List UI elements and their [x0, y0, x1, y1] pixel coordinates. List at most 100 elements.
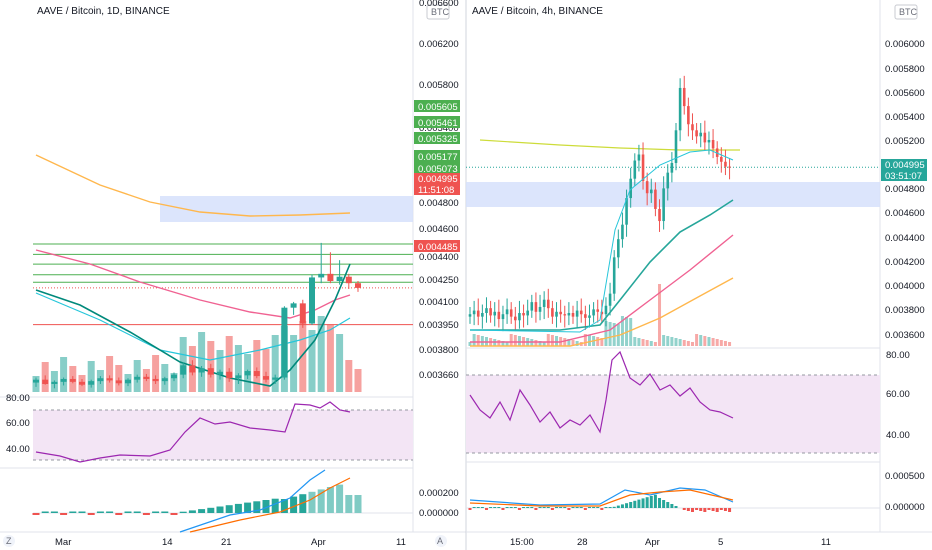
macd-histogram-bar [567, 508, 571, 510]
volume-bar [670, 337, 674, 346]
left-rsi-pane[interactable] [33, 401, 413, 463]
volume-bar [612, 323, 616, 346]
candle [546, 299, 550, 309]
volume-bar [715, 339, 719, 346]
timezone-icon[interactable] [3, 535, 15, 547]
auto-scale-icon[interactable] [435, 535, 447, 547]
right-price-tick: 0.004600 [885, 208, 925, 219]
left-chart-panel[interactable]: AAVE / Bitcoin, 1D, BINANCE BTC 0.006600… [0, 0, 466, 548]
volume-bar [600, 338, 604, 346]
candle [514, 316, 517, 321]
candle [226, 371, 233, 379]
macd-histogram-bar [682, 508, 686, 510]
left-macd-tick: 0.000000 [419, 508, 459, 519]
macd-histogram-bar [345, 495, 353, 513]
volume-bar [637, 338, 641, 346]
candle [637, 154, 641, 161]
candle [522, 313, 525, 316]
candle [584, 314, 587, 318]
level-tag [414, 100, 460, 112]
volume-bar [538, 341, 542, 346]
candle [707, 139, 711, 143]
candle [608, 293, 612, 306]
macd-histogram-bar [641, 498, 645, 508]
left-bottom-icon-text: Z [6, 536, 12, 546]
candle [106, 378, 113, 381]
macd-histogram-bar [715, 508, 719, 512]
right-macd-tick: 0.000500 [885, 471, 925, 482]
candle [263, 376, 269, 380]
macd-histogram-bar [542, 507, 546, 508]
macd-histogram-bar [587, 507, 591, 508]
macd-histogram-bar [509, 507, 513, 508]
right-price-tick: 0.004000 [885, 281, 925, 292]
candle [633, 160, 637, 179]
candle [493, 311, 497, 316]
candle [290, 303, 297, 308]
ma-mid-line [35, 249, 351, 319]
right-rsi-pane[interactable] [466, 350, 880, 454]
left-macd-pane[interactable] [32, 469, 414, 533]
level-tag-text: 0.004485 [418, 242, 458, 253]
macd-histogram-bar [225, 505, 233, 513]
countdown-text: 11:51:08 [418, 185, 454, 196]
macd-histogram-bar [707, 508, 711, 510]
level-tag-text: 0.005073 [418, 164, 458, 175]
candle [327, 273, 334, 282]
macd-histogram-bar [690, 508, 694, 512]
macd-histogram-bar [216, 506, 224, 513]
macd-histogram-bar [534, 508, 538, 510]
macd-histogram-bar [699, 508, 703, 511]
candle [687, 106, 690, 125]
candle [670, 162, 674, 173]
macd-histogram-bar [538, 507, 542, 508]
ma-mid-line [470, 234, 734, 343]
macd-histogram-bar [234, 503, 242, 513]
volume-bar [271, 335, 279, 392]
candle [253, 371, 260, 377]
right-macd-pane[interactable] [466, 487, 880, 512]
macd-line [179, 469, 326, 533]
volume-bar [317, 316, 325, 392]
right-price-pane[interactable] [466, 75, 880, 347]
macd-histogram-bar [604, 507, 608, 508]
candle [579, 310, 583, 315]
volume-bar [550, 335, 554, 346]
supply-zone [160, 196, 413, 222]
macd-histogram-bar [170, 513, 178, 515]
macd-histogram-bar [596, 507, 600, 508]
last-price-tag [414, 173, 460, 195]
candle [309, 277, 315, 324]
right-price-tick: 0.005800 [885, 64, 925, 75]
macd-line [469, 487, 734, 506]
macd-histogram-bar [468, 508, 472, 510]
left-time-tick: 11 [396, 537, 406, 548]
candle [60, 378, 67, 382]
right-last-price-tag [881, 159, 927, 181]
macd-histogram-bar [645, 497, 649, 508]
macd-histogram-bar [69, 511, 77, 513]
candle [621, 224, 624, 240]
candle [281, 307, 288, 378]
right-price-tick: 0.004400 [885, 233, 925, 244]
macd-histogram-bar [723, 508, 727, 511]
volume-bar [563, 338, 567, 346]
macd-histogram-bar [728, 508, 732, 512]
macd-histogram-bar [526, 507, 530, 508]
right-chart-panel[interactable]: AAVE / Bitcoin, 4h, BINANCE BTC 0.006000… [435, 0, 932, 548]
left-price-pane[interactable] [30, 154, 413, 394]
right-rsi-ticks: 80.00 60.00 40.00 [886, 350, 910, 441]
rsi-line [35, 401, 351, 463]
level-tag-text: 0.005461 [418, 118, 458, 129]
left-price-tick: 0.004400 [419, 252, 459, 263]
candle [695, 130, 698, 137]
volume-bar [571, 340, 575, 346]
macd-histogram-bar [354, 495, 362, 513]
candle [161, 378, 168, 382]
candle [33, 379, 39, 383]
volume-bar [299, 321, 307, 392]
candle [654, 189, 657, 209]
volume-bar [513, 335, 517, 346]
left-price-tick: 0.003800 [419, 345, 459, 356]
macd-histogram-bar [513, 507, 517, 508]
